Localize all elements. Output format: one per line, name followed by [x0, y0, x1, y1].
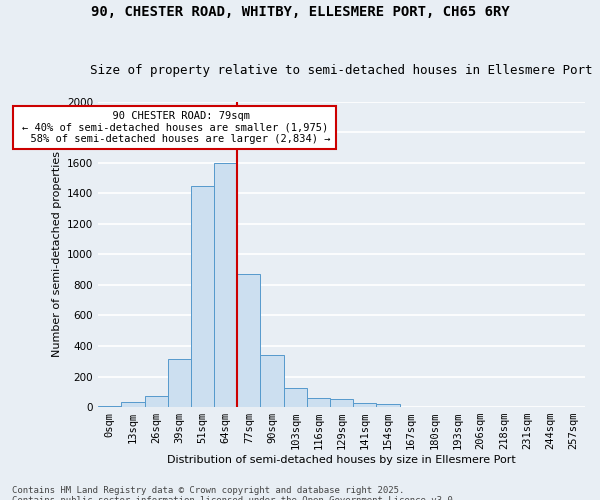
Bar	[376, 404, 400, 407]
Bar	[214, 163, 237, 407]
Bar	[284, 388, 307, 407]
Bar	[330, 400, 353, 407]
Bar	[121, 402, 145, 407]
Bar	[353, 402, 376, 407]
Text: 90 CHESTER ROAD: 79sqm
← 40% of semi-detached houses are smaller (1,975)
  58% o: 90 CHESTER ROAD: 79sqm ← 40% of semi-det…	[19, 111, 331, 144]
Text: Contains HM Land Registry data © Crown copyright and database right 2025.: Contains HM Land Registry data © Crown c…	[12, 486, 404, 495]
Title: Size of property relative to semi-detached houses in Ellesmere Port: Size of property relative to semi-detach…	[91, 64, 593, 77]
Bar	[98, 406, 121, 407]
Bar	[145, 396, 168, 407]
Bar	[191, 186, 214, 407]
Y-axis label: Number of semi-detached properties: Number of semi-detached properties	[52, 152, 62, 358]
Text: 90, CHESTER ROAD, WHITBY, ELLESMERE PORT, CH65 6RY: 90, CHESTER ROAD, WHITBY, ELLESMERE PORT…	[91, 5, 509, 19]
Bar	[168, 359, 191, 407]
Bar	[237, 274, 260, 407]
Bar	[307, 398, 330, 407]
Text: Contains public sector information licensed under the Open Government Licence v3: Contains public sector information licen…	[12, 496, 458, 500]
X-axis label: Distribution of semi-detached houses by size in Ellesmere Port: Distribution of semi-detached houses by …	[167, 455, 516, 465]
Bar	[260, 355, 284, 407]
